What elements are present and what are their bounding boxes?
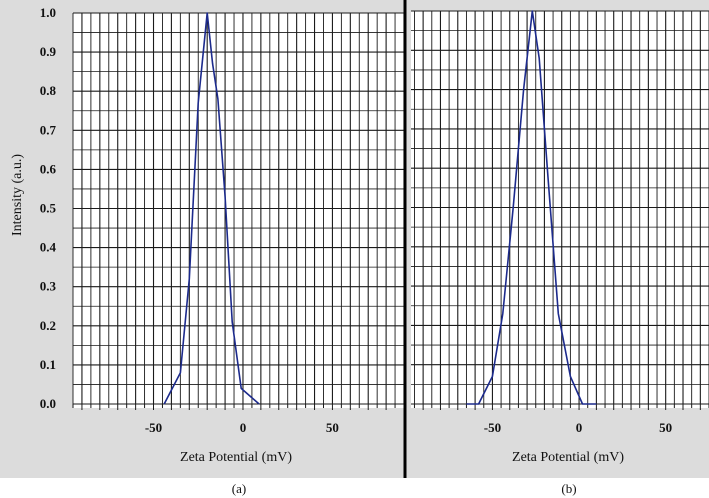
y-tick-label: 0.6 [40,161,57,176]
x-tick-label: 50 [326,420,339,435]
panel-b-plot-area [411,11,709,408]
x-tick-label: 0 [576,420,583,435]
panel-a-y-axis-title: Intensity (a.u.) [10,154,25,236]
y-tick-label: 0.1 [40,357,56,372]
y-tick-label: 0.5 [40,201,57,216]
panel-b-label: (b) [561,481,576,496]
y-tick-label: 1.0 [40,5,56,20]
panel-a-label: (a) [232,481,246,496]
panel-a-y-tick-labels: 0.0 0.1 0.2 0.3 0.4 0.5 0.6 0.7 0.8 0.9 1.0 [40,5,57,411]
panel-b-series [466,10,597,405]
x-tick-label: 0 [240,420,247,435]
panel-b-x-tick-labels: -50 0 50 [484,420,672,435]
x-tick-label: 50 [659,420,672,435]
panel-b: -50 0 50 Zeta Potential (mV) (b) [406,0,709,496]
panel-a-series [163,12,260,405]
y-tick-label: 0.3 [40,279,57,294]
panel-divider [403,0,407,478]
panel-a-plot-area [73,13,404,408]
panel-b-x-axis-title: Zeta Potential (mV) [512,450,624,465]
x-tick-label: -50 [145,420,162,435]
series-line-a [163,12,260,405]
panel-a-x-tick-labels: -50 0 50 [145,420,339,435]
y-tick-label: 0.0 [40,396,56,411]
panel-b-grid [411,10,709,405]
series-line-b [466,10,597,405]
y-tick-label: 0.7 [40,122,57,137]
panel-a-grid [72,12,405,405]
panel-a: 0.0 0.1 0.2 0.3 0.4 0.5 0.6 0.7 0.8 0.9 1.0 -50 0 50… [0,0,405,496]
panel-b-tick-marks [413,404,709,410]
y-tick-label: 0.9 [40,44,57,59]
y-tick-label: 0.8 [40,83,57,98]
x-tick-label: -50 [484,420,501,435]
y-tick-label: 0.4 [40,240,57,255]
y-tick-label: 0.2 [40,318,56,333]
panel-a-x-axis-title: Zeta Potential (mV) [180,450,292,465]
